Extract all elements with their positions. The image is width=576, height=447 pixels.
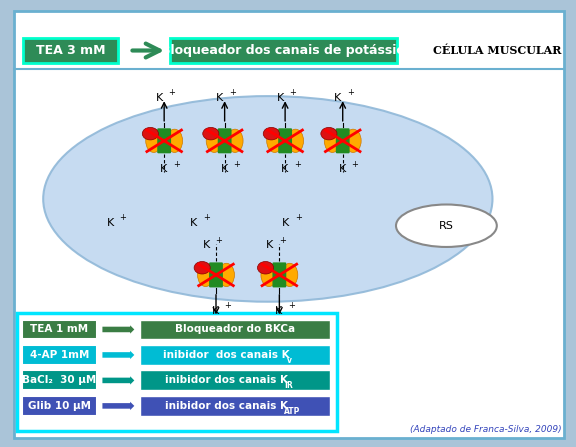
Ellipse shape bbox=[282, 263, 298, 287]
Text: K: K bbox=[221, 164, 228, 174]
FancyBboxPatch shape bbox=[209, 262, 223, 287]
Circle shape bbox=[194, 261, 210, 274]
Ellipse shape bbox=[345, 129, 361, 152]
Ellipse shape bbox=[166, 129, 183, 152]
Text: K: K bbox=[156, 93, 163, 102]
Ellipse shape bbox=[198, 263, 214, 287]
Text: +: + bbox=[289, 88, 296, 97]
FancyBboxPatch shape bbox=[22, 345, 97, 365]
FancyBboxPatch shape bbox=[22, 320, 97, 339]
Text: Bloqueador dos canais de potássio: Bloqueador dos canais de potássio bbox=[161, 44, 406, 57]
FancyBboxPatch shape bbox=[23, 38, 118, 63]
Text: BaCl₂  30 μM: BaCl₂ 30 μM bbox=[22, 375, 96, 385]
Text: K: K bbox=[107, 218, 114, 228]
Text: +: + bbox=[229, 88, 236, 97]
Text: +: + bbox=[215, 236, 222, 245]
Text: K: K bbox=[334, 93, 342, 102]
Circle shape bbox=[203, 127, 219, 140]
Text: +: + bbox=[168, 88, 175, 97]
Text: ATP: ATP bbox=[284, 407, 301, 416]
Text: +: + bbox=[119, 213, 126, 222]
Text: Bloqueador do BKCa: Bloqueador do BKCa bbox=[175, 325, 295, 334]
Ellipse shape bbox=[287, 129, 304, 152]
Text: RS: RS bbox=[439, 221, 454, 231]
FancyBboxPatch shape bbox=[218, 128, 232, 153]
Text: K: K bbox=[282, 218, 290, 228]
Circle shape bbox=[257, 261, 274, 274]
Text: K: K bbox=[203, 240, 210, 250]
Text: +: + bbox=[225, 301, 232, 310]
Text: IR: IR bbox=[284, 381, 293, 390]
Text: CÉLULA MUSCULAR: CÉLULA MUSCULAR bbox=[433, 45, 562, 56]
Ellipse shape bbox=[261, 263, 277, 287]
FancyBboxPatch shape bbox=[22, 371, 97, 390]
Text: K: K bbox=[190, 218, 198, 228]
FancyBboxPatch shape bbox=[170, 38, 397, 63]
Text: 4-AP 1mM: 4-AP 1mM bbox=[29, 350, 89, 360]
Ellipse shape bbox=[227, 129, 243, 152]
Text: +: + bbox=[351, 160, 358, 169]
Text: K: K bbox=[160, 164, 168, 174]
Ellipse shape bbox=[43, 96, 492, 302]
Text: (Adaptado de Franca-Silva, 2009): (Adaptado de Franca-Silva, 2009) bbox=[410, 425, 562, 434]
FancyBboxPatch shape bbox=[278, 128, 292, 153]
Circle shape bbox=[142, 127, 158, 140]
FancyBboxPatch shape bbox=[140, 345, 330, 365]
FancyBboxPatch shape bbox=[336, 128, 350, 153]
Text: +: + bbox=[295, 213, 302, 222]
Text: Glib 10 μM: Glib 10 μM bbox=[28, 401, 91, 411]
Ellipse shape bbox=[206, 129, 222, 152]
Ellipse shape bbox=[267, 129, 283, 152]
Text: +: + bbox=[288, 301, 295, 310]
Ellipse shape bbox=[396, 205, 497, 247]
Text: +: + bbox=[173, 160, 180, 169]
Text: +: + bbox=[279, 236, 286, 245]
Circle shape bbox=[263, 127, 279, 140]
Circle shape bbox=[321, 127, 337, 140]
Text: inibidor dos canais K: inibidor dos canais K bbox=[165, 375, 288, 385]
Text: K: K bbox=[281, 164, 289, 174]
FancyBboxPatch shape bbox=[157, 128, 171, 153]
Text: +: + bbox=[233, 160, 240, 169]
Text: K: K bbox=[216, 93, 223, 102]
Text: K: K bbox=[275, 306, 283, 316]
Text: +: + bbox=[347, 88, 354, 97]
Text: K: K bbox=[266, 240, 274, 250]
Text: +: + bbox=[294, 160, 301, 169]
FancyBboxPatch shape bbox=[140, 320, 330, 339]
Text: TEA 1 mM: TEA 1 mM bbox=[31, 325, 88, 334]
Text: +: + bbox=[203, 213, 210, 222]
Text: inibidor dos canais K: inibidor dos canais K bbox=[165, 401, 288, 411]
Ellipse shape bbox=[218, 263, 234, 287]
FancyBboxPatch shape bbox=[272, 262, 286, 287]
Text: K: K bbox=[276, 93, 284, 102]
FancyBboxPatch shape bbox=[22, 396, 97, 416]
Text: K: K bbox=[212, 306, 219, 316]
Ellipse shape bbox=[146, 129, 162, 152]
Text: inibidor  dos canais K: inibidor dos canais K bbox=[163, 350, 290, 360]
Ellipse shape bbox=[324, 129, 340, 152]
Text: TEA 3 mM: TEA 3 mM bbox=[36, 44, 105, 57]
FancyBboxPatch shape bbox=[140, 371, 330, 390]
FancyArrowPatch shape bbox=[132, 43, 160, 58]
Text: K: K bbox=[339, 164, 346, 174]
Text: v: v bbox=[286, 356, 291, 365]
FancyBboxPatch shape bbox=[14, 11, 564, 438]
FancyBboxPatch shape bbox=[140, 396, 330, 416]
